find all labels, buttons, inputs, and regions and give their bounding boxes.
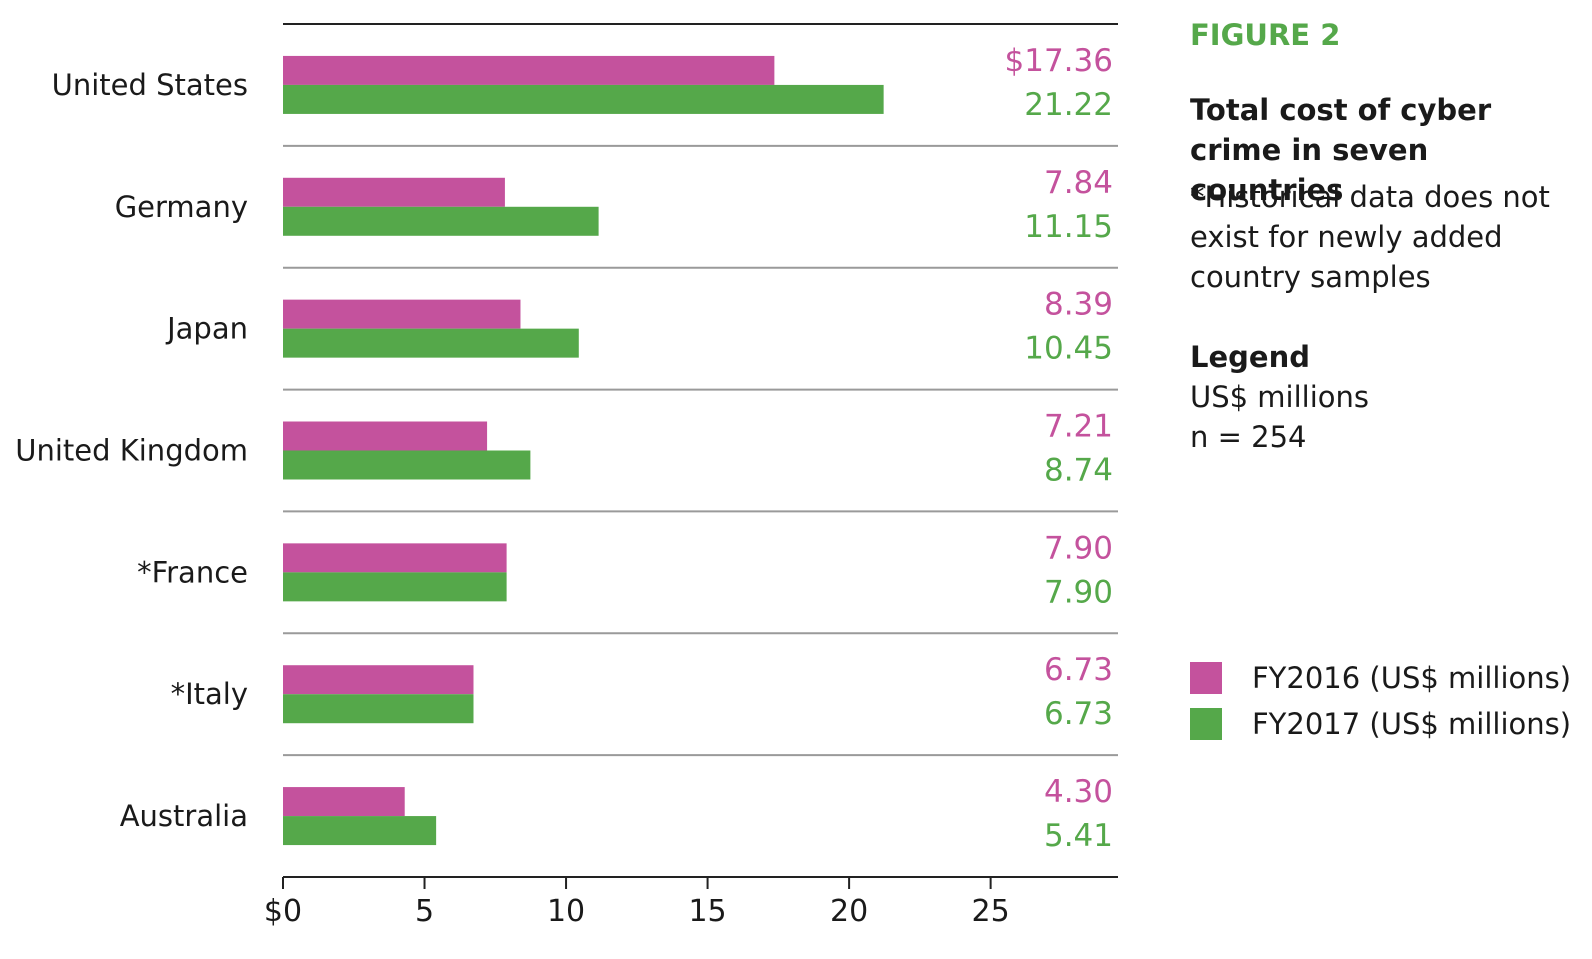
bar-fy2017	[283, 572, 507, 602]
data-label-fy2016: 4.30	[1044, 774, 1113, 810]
data-label-fy2016: 6.73	[1044, 652, 1113, 688]
x-tick-label: $0	[264, 894, 302, 929]
data-label-fy2016: 7.84	[1044, 165, 1113, 201]
data-label-fy2017: 10.45	[1024, 331, 1113, 367]
x-tick-label: 15	[688, 894, 726, 929]
bar-fy2016	[283, 665, 474, 695]
legend-label-fy2017: FY2017 (US$ millions)	[1252, 707, 1572, 741]
bar-fy2016	[283, 177, 505, 207]
bar-fy2017	[283, 450, 531, 480]
legend-sample-size: n = 254	[1190, 420, 1307, 454]
data-label-fy2017: 5.41	[1044, 818, 1113, 854]
figure-label: FIGURE 2	[1190, 18, 1341, 52]
category-label: United Kingdom	[15, 434, 248, 468]
bar-fy2017	[283, 816, 437, 846]
bar-fy2016	[283, 299, 521, 329]
category-label: Japan	[165, 312, 248, 346]
bar-fy2017	[283, 84, 884, 114]
legend-item-fy2016: FY2016 (US$ millions)	[1190, 660, 1571, 696]
bar-chart: United States $17.36 21.22 Germany 7.84 11.15…	[15, 23, 1118, 929]
data-label-fy2016: 8.39	[1044, 287, 1113, 323]
legend-heading: Legend	[1190, 340, 1310, 374]
data-label-fy2017: 21.22	[1024, 87, 1113, 123]
data-label-fy2016: 7.21	[1044, 409, 1113, 445]
chart-title: Total cost of cyber crime in seven count…	[1190, 93, 1492, 207]
bar-fy2016	[283, 787, 405, 817]
data-label-fy2017: 11.15	[1024, 209, 1113, 245]
legend-swatch-fy2017	[1190, 708, 1222, 740]
bar-fy2016	[283, 543, 507, 573]
x-tick-label: 10	[547, 894, 585, 929]
x-tick-label: 20	[830, 894, 868, 929]
legend-swatch-fy2016	[1190, 662, 1222, 694]
legend-item-fy2017: FY2017 (US$ millions)	[1190, 706, 1571, 742]
bar-fy2017	[283, 694, 474, 724]
bar-fy2017	[283, 328, 579, 358]
bar-fy2017	[283, 206, 599, 236]
data-label-fy2017: 6.73	[1044, 696, 1113, 732]
category-label: Germany	[115, 190, 248, 224]
category-label: *Italy	[171, 677, 248, 711]
category-label: United States	[52, 68, 248, 102]
x-tick-label: 5	[415, 894, 434, 929]
category-label: *France	[137, 555, 248, 589]
bar-fy2016	[283, 421, 488, 451]
category-label: Australia	[120, 799, 248, 833]
data-label-fy2016: 7.90	[1044, 530, 1113, 566]
legend-units: US$ millions	[1190, 380, 1370, 414]
data-label-fy2017: 8.74	[1044, 453, 1113, 489]
x-tick-label: 25	[972, 894, 1010, 929]
data-label-fy2016: $17.36	[1005, 43, 1113, 79]
bar-fy2016	[283, 55, 775, 85]
data-label-fy2017: 7.90	[1044, 574, 1113, 610]
legend-label-fy2016: FY2016 (US$ millions)	[1252, 661, 1572, 695]
chart-note: *Historical data does not exist for newl…	[1190, 180, 1550, 294]
